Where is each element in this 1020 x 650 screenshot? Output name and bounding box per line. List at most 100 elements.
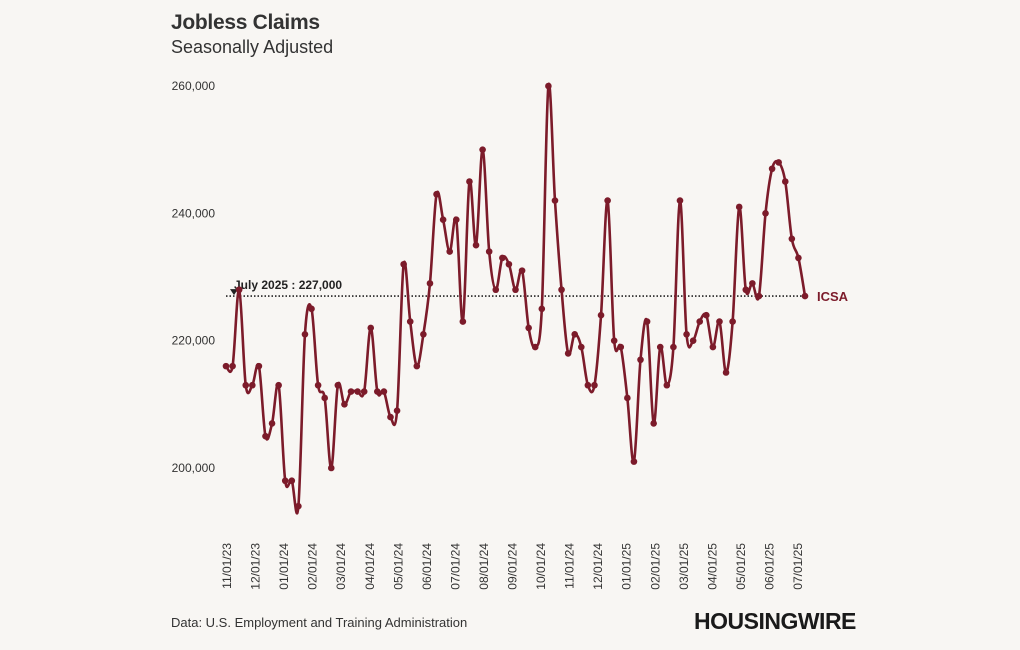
housingwire-logo: HOUSINGWIRE [694,608,856,634]
data-point [518,267,526,274]
y-tick-label: 260,000 [172,79,216,93]
data-point [722,369,730,376]
data-point [531,343,539,351]
data-point [354,388,361,395]
series-line [224,82,807,515]
x-tick-label: 09/01/24 [506,543,520,590]
data-point [459,318,467,325]
data-point [564,350,572,357]
data-point [295,502,302,510]
data-point [360,388,368,395]
data-point [735,203,743,211]
data-point [452,216,460,223]
x-tick-label: 05/01/24 [391,543,405,590]
data-point [749,280,756,287]
data-point [446,248,454,255]
data-point [222,362,230,370]
data-point [426,280,434,287]
data-point [597,311,605,319]
data-point [781,178,789,185]
data-point [249,381,256,389]
x-tick-label: 03/01/25 [677,543,691,590]
x-axis: 11/01/23 12/01/23 01/01/24 02/01/24 03/01/24… [220,543,805,590]
data-point [485,248,493,255]
data-point [538,305,546,313]
data-point [281,477,289,485]
data-point [742,286,750,294]
data-point [788,235,796,243]
data-point [387,413,394,421]
data-point [768,165,776,173]
data-point [676,197,684,204]
x-tick-label: 12/01/24 [591,543,605,590]
data-point [327,464,335,472]
data-point [604,197,611,204]
data-point [334,381,342,389]
data-point [551,197,559,204]
x-tick-label: 07/01/24 [448,543,462,590]
data-point [729,318,736,325]
data-point [439,216,447,223]
data-point [558,286,565,294]
data-point [433,190,440,198]
x-tick-label: 08/01/24 [477,543,491,590]
data-point [321,394,328,402]
data-point [762,210,769,217]
data-point [479,146,486,153]
chart-subtitle: Seasonally Adjusted [171,37,334,57]
data-point [670,343,677,351]
x-tick-label: 02/01/25 [648,543,662,590]
data-point [393,407,401,415]
y-tick-label: 200,000 [172,461,216,475]
data-point [624,394,631,402]
data-point [617,343,625,351]
x-tick-label: 04/01/24 [363,543,377,590]
data-point [499,254,506,262]
x-tick-label: 04/01/25 [705,543,719,590]
data-point [703,311,710,319]
data-point [347,388,355,395]
data-point [610,337,618,344]
data-point [505,260,513,268]
data-point [400,260,407,268]
data-point [301,331,309,338]
data-point [795,254,802,262]
x-tick-label: 10/01/24 [534,543,548,590]
data-point [801,292,809,300]
series-label: ICSA [817,289,849,304]
data-point [637,356,644,364]
x-tick-label: 02/01/24 [306,543,320,590]
data-source-note: Data: U.S. Employment and Training Admin… [171,615,468,630]
data-point [235,286,243,294]
data-point [367,324,375,332]
data-point [492,286,500,294]
data-point [656,343,664,351]
data-point [275,381,282,389]
x-tick-label: 12/01/23 [249,543,263,590]
y-axis: 200,000 220,000 240,000 260,000 [172,79,216,475]
data-point [229,362,236,370]
series-icsa: ICSA [222,82,849,515]
data-point [584,381,592,389]
x-tick-label: 03/01/24 [334,543,348,590]
chart-title: Jobless Claims [171,11,320,34]
y-tick-label: 220,000 [172,334,216,348]
data-point [683,331,690,338]
data-point [716,318,723,325]
data-point [591,381,598,389]
data-point [406,318,414,325]
data-point [314,381,322,389]
data-point [545,82,552,90]
data-point [466,178,473,185]
data-point [255,362,263,370]
data-point [374,388,381,395]
x-tick-label: 05/01/25 [734,543,748,590]
data-point [413,362,421,370]
data-point [571,331,579,338]
data-point [709,343,717,351]
data-point [262,432,269,440]
data-point [472,241,480,249]
data-point [525,324,532,332]
data-point [689,337,697,344]
